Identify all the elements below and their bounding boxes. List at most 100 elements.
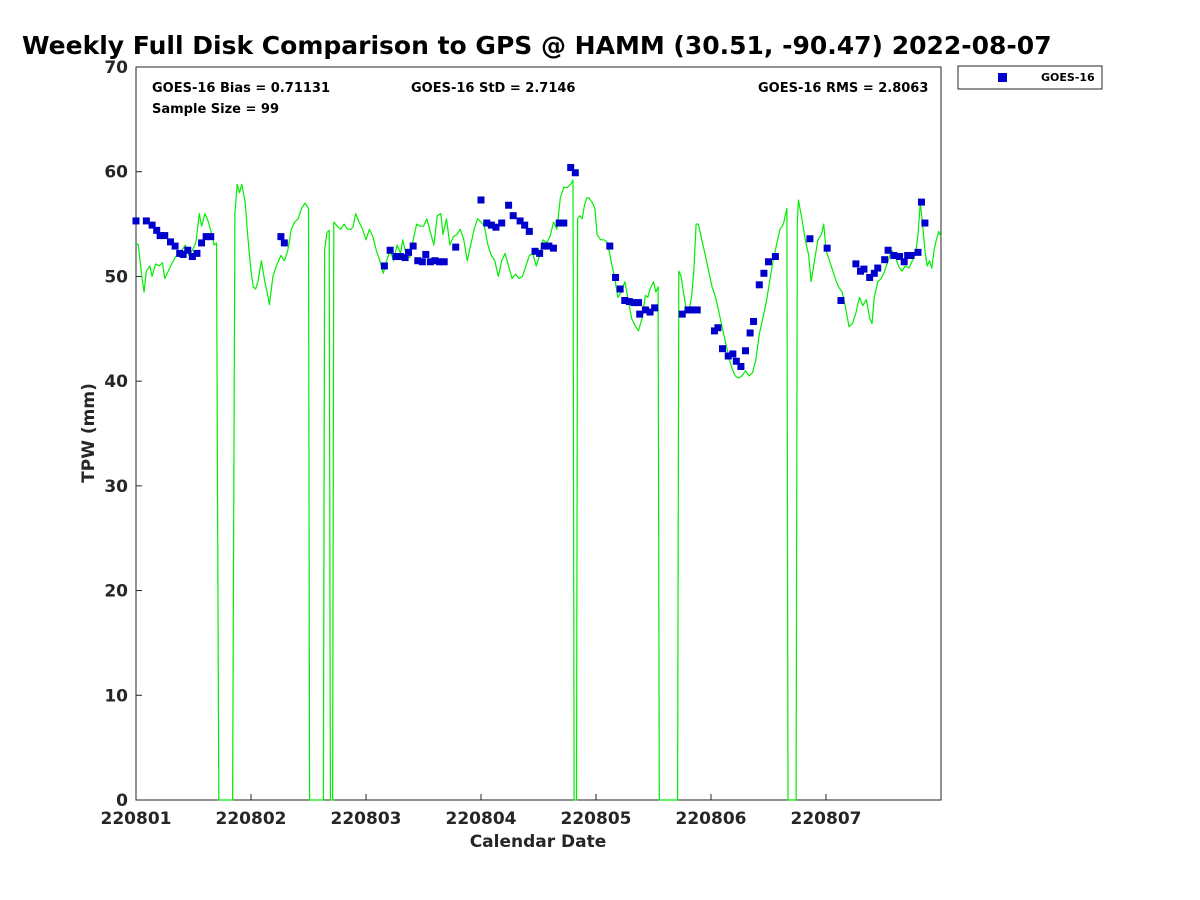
- goes16-point: [636, 310, 644, 318]
- goes16-point: [625, 298, 633, 306]
- legend: GOES-16: [957, 65, 1103, 90]
- goes16-point: [729, 350, 737, 358]
- y-tick-label: 50: [104, 267, 128, 287]
- goes16-point: [505, 201, 513, 209]
- y-tick-label: 10: [104, 686, 128, 706]
- goes16-point: [606, 242, 614, 250]
- goes16-point: [896, 253, 904, 261]
- legend-box: [957, 65, 1103, 90]
- goes16-point: [693, 306, 701, 314]
- y-tick-label: 40: [104, 372, 128, 392]
- goes16-point: [401, 254, 409, 262]
- goes16-point: [555, 219, 563, 227]
- goes16-point: [188, 253, 196, 261]
- goes16-point: [536, 249, 544, 257]
- goes16-point: [678, 310, 686, 318]
- goes16-point: [392, 253, 400, 261]
- goes16-point: [719, 345, 726, 353]
- goes16-point: [132, 217, 140, 225]
- goes16-point: [422, 250, 430, 258]
- goes16-point: [418, 258, 426, 266]
- goes16-point: [746, 329, 754, 337]
- goes16-point: [742, 347, 749, 355]
- goes16-point: [516, 217, 524, 225]
- series-goes16-points: [132, 164, 929, 370]
- goes16-point: [431, 257, 439, 265]
- x-tick-label: 220806: [676, 809, 747, 829]
- goes16-point: [630, 299, 638, 307]
- goes16-point: [907, 251, 915, 259]
- goes16-point: [386, 246, 394, 254]
- goes16-point: [567, 164, 575, 172]
- goes16-point: [549, 244, 557, 252]
- goes16-point: [684, 306, 692, 314]
- goes16-point: [202, 233, 210, 241]
- legend-marker-goes16: [998, 73, 1007, 82]
- goes16-point: [142, 217, 150, 225]
- goes16-point: [750, 317, 758, 325]
- goes16-point: [193, 249, 201, 257]
- x-tick-label: 220803: [331, 809, 402, 829]
- goes16-point: [426, 258, 434, 266]
- stat-sample-size: Sample Size = 99: [152, 102, 279, 117]
- goes16-point: [179, 250, 187, 258]
- plot-area: [135, 66, 942, 801]
- goes16-point: [521, 221, 529, 229]
- goes16-point: [277, 233, 285, 241]
- goes16-point: [167, 238, 174, 246]
- goes16-point: [148, 221, 156, 229]
- chart-title: Weekly Full Disk Comparison to GPS @ HAM…: [22, 31, 1052, 60]
- y-tick-label: 70: [104, 58, 128, 78]
- stat-rms: GOES-16 RMS = 2.8063: [758, 81, 928, 96]
- goes16-point: [492, 223, 500, 231]
- goes16-point: [884, 246, 892, 254]
- legend-label-goes16: GOES-16: [1041, 71, 1095, 84]
- x-tick-label: 220807: [791, 809, 862, 829]
- x-axis: 220801 220802 220803 220804 220805 220806 2208…: [101, 794, 862, 829]
- goes16-point: [823, 244, 831, 252]
- goes16-point: [714, 324, 722, 332]
- goes16-point: [900, 258, 908, 266]
- goes16-point: [207, 233, 215, 241]
- goes16-point: [881, 256, 889, 264]
- series-line: [135, 179, 942, 801]
- goes16-point: [153, 226, 161, 234]
- y-tick-label: 60: [104, 163, 128, 183]
- goes16-point: [545, 242, 553, 250]
- goes16-point: [487, 221, 495, 229]
- x-tick-label: 220804: [446, 809, 517, 829]
- goes16-point: [860, 265, 868, 273]
- goes16-point: [806, 235, 814, 243]
- x-tick-label: 220802: [216, 809, 287, 829]
- goes16-point: [452, 243, 460, 251]
- goes16-point: [737, 362, 745, 370]
- goes16-point: [689, 306, 697, 314]
- goes16-point: [921, 219, 929, 227]
- goes16-point: [870, 269, 878, 277]
- goes16-point: [560, 219, 568, 227]
- series-line-path: [135, 179, 942, 801]
- goes16-point: [771, 253, 779, 261]
- y-tick-label: 0: [116, 791, 128, 811]
- goes16-point: [509, 212, 517, 220]
- goes16-point: [409, 242, 417, 250]
- goes16-point: [616, 285, 624, 293]
- goes16-point: [405, 248, 413, 256]
- goes16-point: [651, 304, 659, 312]
- goes16-point: [531, 247, 539, 255]
- goes16-point: [641, 306, 649, 314]
- goes16-point: [760, 269, 768, 277]
- goes16-point: [890, 251, 898, 259]
- goes16-point: [380, 262, 388, 270]
- goes16-point: [732, 357, 740, 365]
- goes16-point: [866, 273, 874, 281]
- y-tick-label: 20: [104, 582, 128, 602]
- goes16-point: [724, 352, 732, 360]
- goes16-point: [483, 219, 491, 227]
- goes16-point: [837, 297, 845, 305]
- goes16-point: [280, 239, 288, 247]
- x-tick-label: 220801: [101, 809, 172, 829]
- goes16-point: [414, 257, 422, 265]
- goes16-point: [498, 219, 506, 227]
- goes16-point: [646, 308, 654, 316]
